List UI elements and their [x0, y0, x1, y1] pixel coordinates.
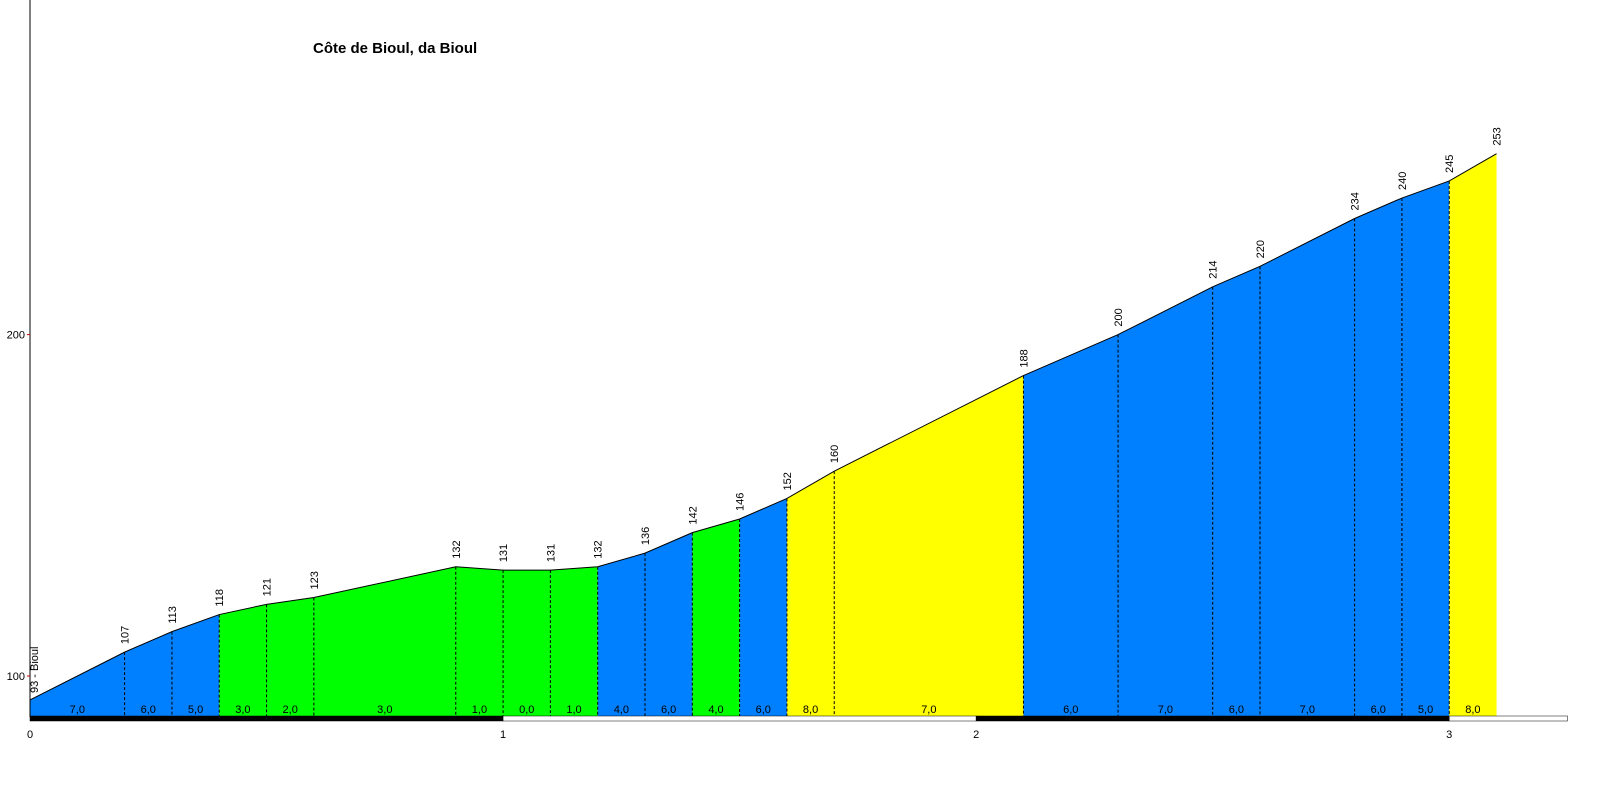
y-tick-label: 100 — [7, 671, 25, 683]
segment — [1260, 218, 1355, 717]
segment — [30, 652, 125, 717]
segment — [786, 471, 835, 717]
elevation-label: 132 — [593, 540, 605, 558]
elevation-label: 240 — [1397, 172, 1409, 190]
segment — [1118, 286, 1213, 717]
segment — [171, 614, 220, 717]
elevation-label: 146 — [735, 493, 747, 511]
gradient-label: 7,0 — [1158, 704, 1173, 716]
gradient-label: 5,0 — [1418, 704, 1433, 716]
gradient-label: 4,0 — [614, 704, 629, 716]
segment — [692, 518, 740, 717]
segment — [266, 597, 314, 717]
x-tick-label: 0 — [27, 729, 33, 741]
gradient-label: 3,0 — [377, 704, 392, 716]
gradient-label: 8,0 — [803, 704, 818, 716]
y-tick-label: 200 — [7, 330, 25, 342]
gradient-label: 4,0 — [708, 704, 723, 716]
elevation-label: 131 — [545, 544, 557, 562]
segment — [834, 375, 1024, 717]
x-tick-label: 1 — [500, 729, 506, 741]
elevation-label: 136 — [640, 527, 652, 545]
elevation-label: 245 — [1444, 155, 1456, 173]
elevation-label: 214 — [1208, 260, 1220, 278]
gradient-label: 7,0 — [921, 704, 936, 716]
chart-title: Côte de Bioul, da Bioul — [313, 40, 477, 57]
gradient-label: 3,0 — [235, 704, 250, 716]
segment — [313, 566, 456, 717]
elevation-label: 152 — [782, 472, 794, 490]
elevation-label: 118 — [214, 589, 226, 607]
elevation-label: 142 — [687, 506, 699, 524]
gradient-label: 1,0 — [566, 704, 581, 716]
profile-line — [29, 153, 1497, 701]
elevation-label: 121 — [262, 578, 274, 596]
elevation-label: 107 — [120, 626, 132, 644]
elevation-label: 123 — [309, 571, 321, 589]
elevation-label: 220 — [1255, 240, 1267, 258]
segment — [1354, 198, 1402, 717]
x-tick-label: 2 — [973, 729, 979, 741]
gradient-label: 7,0 — [1300, 704, 1315, 716]
elevation-label: 93 - Bioul — [29, 647, 41, 693]
elevation-label: 234 — [1350, 192, 1362, 210]
segment — [219, 604, 267, 717]
gradient-label: 1,0 — [472, 704, 487, 716]
scale-bar — [502, 715, 977, 722]
elevation-label: 200 — [1113, 308, 1125, 326]
gradient-label: 6,0 — [1229, 704, 1244, 716]
segment — [1212, 266, 1260, 717]
segment — [124, 631, 172, 717]
gradient-label: 6,0 — [756, 704, 771, 716]
elevation-label: 253 — [1492, 127, 1504, 145]
segment — [1449, 153, 1497, 718]
gradient-label: 5,0 — [188, 704, 203, 716]
segment — [1023, 334, 1119, 717]
gradient-label: 8,0 — [1465, 704, 1480, 716]
elevation-label: 131 — [498, 544, 510, 562]
scale-bar — [975, 715, 1450, 722]
elevation-label: 132 — [451, 540, 463, 558]
segment — [550, 566, 598, 717]
x-tick-label: 3 — [1446, 729, 1452, 741]
segment — [645, 532, 693, 717]
segment — [503, 570, 551, 717]
segment — [739, 498, 787, 717]
elevation-label: 160 — [829, 445, 841, 463]
segment — [1401, 180, 1450, 717]
gradient-label: 7,0 — [70, 704, 85, 716]
elevation-label: 188 — [1018, 349, 1030, 367]
gradient-label: 6,0 — [1063, 704, 1078, 716]
segment — [597, 553, 645, 717]
gradient-label: 6,0 — [661, 704, 676, 716]
scale-bar — [1448, 715, 1568, 722]
scale-bar — [29, 715, 504, 722]
gradient-label: 0,0 — [519, 704, 534, 716]
elevation-label: 113 — [167, 606, 179, 624]
gradient-label: 2,0 — [283, 704, 298, 716]
segment — [455, 566, 504, 717]
gradient-label: 6,0 — [1371, 704, 1386, 716]
gradient-label: 6,0 — [141, 704, 156, 716]
